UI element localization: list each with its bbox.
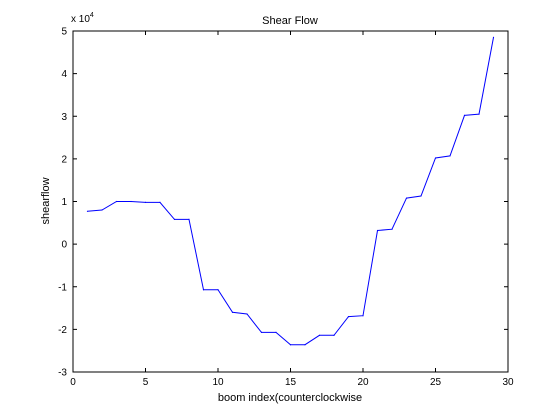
data-point [86, 210, 89, 212]
chart-title: Shear Flow [262, 15, 318, 27]
x-axis-label: boom index(counterclockwise [218, 392, 362, 404]
data-point [405, 197, 408, 199]
x-tick-label: 5 [143, 377, 149, 388]
y-tick-label: -3 [58, 368, 67, 379]
data-point [260, 331, 263, 333]
x-tick-label: 10 [212, 377, 224, 388]
y-multiplier-power: 4 [90, 12, 94, 19]
data-point [478, 113, 480, 115]
data-point [333, 334, 335, 336]
y-tick-label: -1 [58, 282, 67, 293]
y-tick-label: 3 [61, 112, 67, 123]
data-point [144, 201, 147, 203]
data-point [289, 344, 292, 346]
data-point [304, 344, 306, 346]
data-point [449, 155, 451, 157]
data-point [434, 157, 437, 159]
data-point [101, 209, 103, 211]
y-axis-label: shearflow [40, 177, 52, 224]
data-point [275, 331, 277, 333]
data-point [246, 313, 248, 315]
data-point [130, 200, 132, 203]
data-point [115, 200, 118, 203]
plot-area [72, 30, 509, 373]
data-point [188, 218, 190, 221]
x-tick-label: 25 [430, 377, 442, 388]
data-point [202, 289, 205, 291]
x-tick-label: 0 [70, 377, 76, 388]
y-tick-label: 1 [61, 197, 67, 208]
data-point [173, 218, 176, 221]
data-point [391, 228, 393, 230]
data-point [463, 114, 466, 116]
y-tick-label: 2 [61, 154, 67, 165]
x-tick-label: 30 [502, 377, 514, 388]
y-multiplier-base: x 10 [71, 14, 90, 25]
axis-ticks: 0 5 10 15 20 25 30 -3 -2 -1 0 1 2 3 4 5 [58, 27, 514, 389]
data-point [231, 311, 234, 313]
data-point [376, 229, 379, 232]
y-tick-label: 4 [61, 69, 67, 80]
x-tick-label: 20 [357, 377, 369, 388]
data-point [362, 315, 364, 317]
x-tick-label: 15 [285, 377, 297, 388]
y-tick-label: -2 [58, 325, 67, 336]
y-axis-multiplier: x 104 [71, 12, 94, 25]
data-point [420, 195, 422, 197]
y-tick-label: 5 [61, 27, 67, 38]
series-points [86, 36, 495, 346]
data-point [217, 289, 219, 291]
data-point [347, 315, 350, 318]
y-tick-label: 0 [61, 240, 67, 251]
data-point [492, 36, 495, 38]
data-point [159, 201, 161, 203]
data-point [318, 334, 321, 336]
